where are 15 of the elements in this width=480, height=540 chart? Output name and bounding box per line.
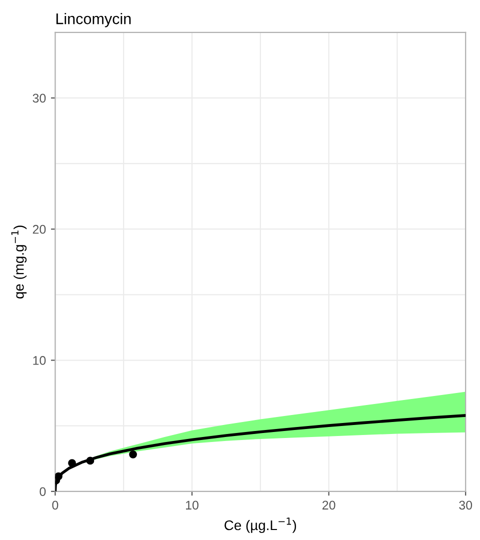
x-tick-label: 0 [52,500,58,510]
y-tick-label: 20 [32,224,46,234]
y-tick-label: 30 [32,94,46,103]
x-tick-label: 30 [459,500,472,510]
point [86,456,94,465]
x-axis-title: Ce (µg.L$^{−1}$) [224,518,296,533]
y-axis-title: qe (mg.g$^{−1}$) [11,226,27,298]
x-tick-label: 10 [186,500,198,510]
y-tick-label: 0 [40,487,46,496]
chart-title: Lincomycin [56,12,131,28]
y-tick-label: 10 [33,356,46,365]
point [68,459,76,468]
x-tick-label: 20 [322,500,336,510]
point [129,450,137,458]
point [55,472,62,480]
